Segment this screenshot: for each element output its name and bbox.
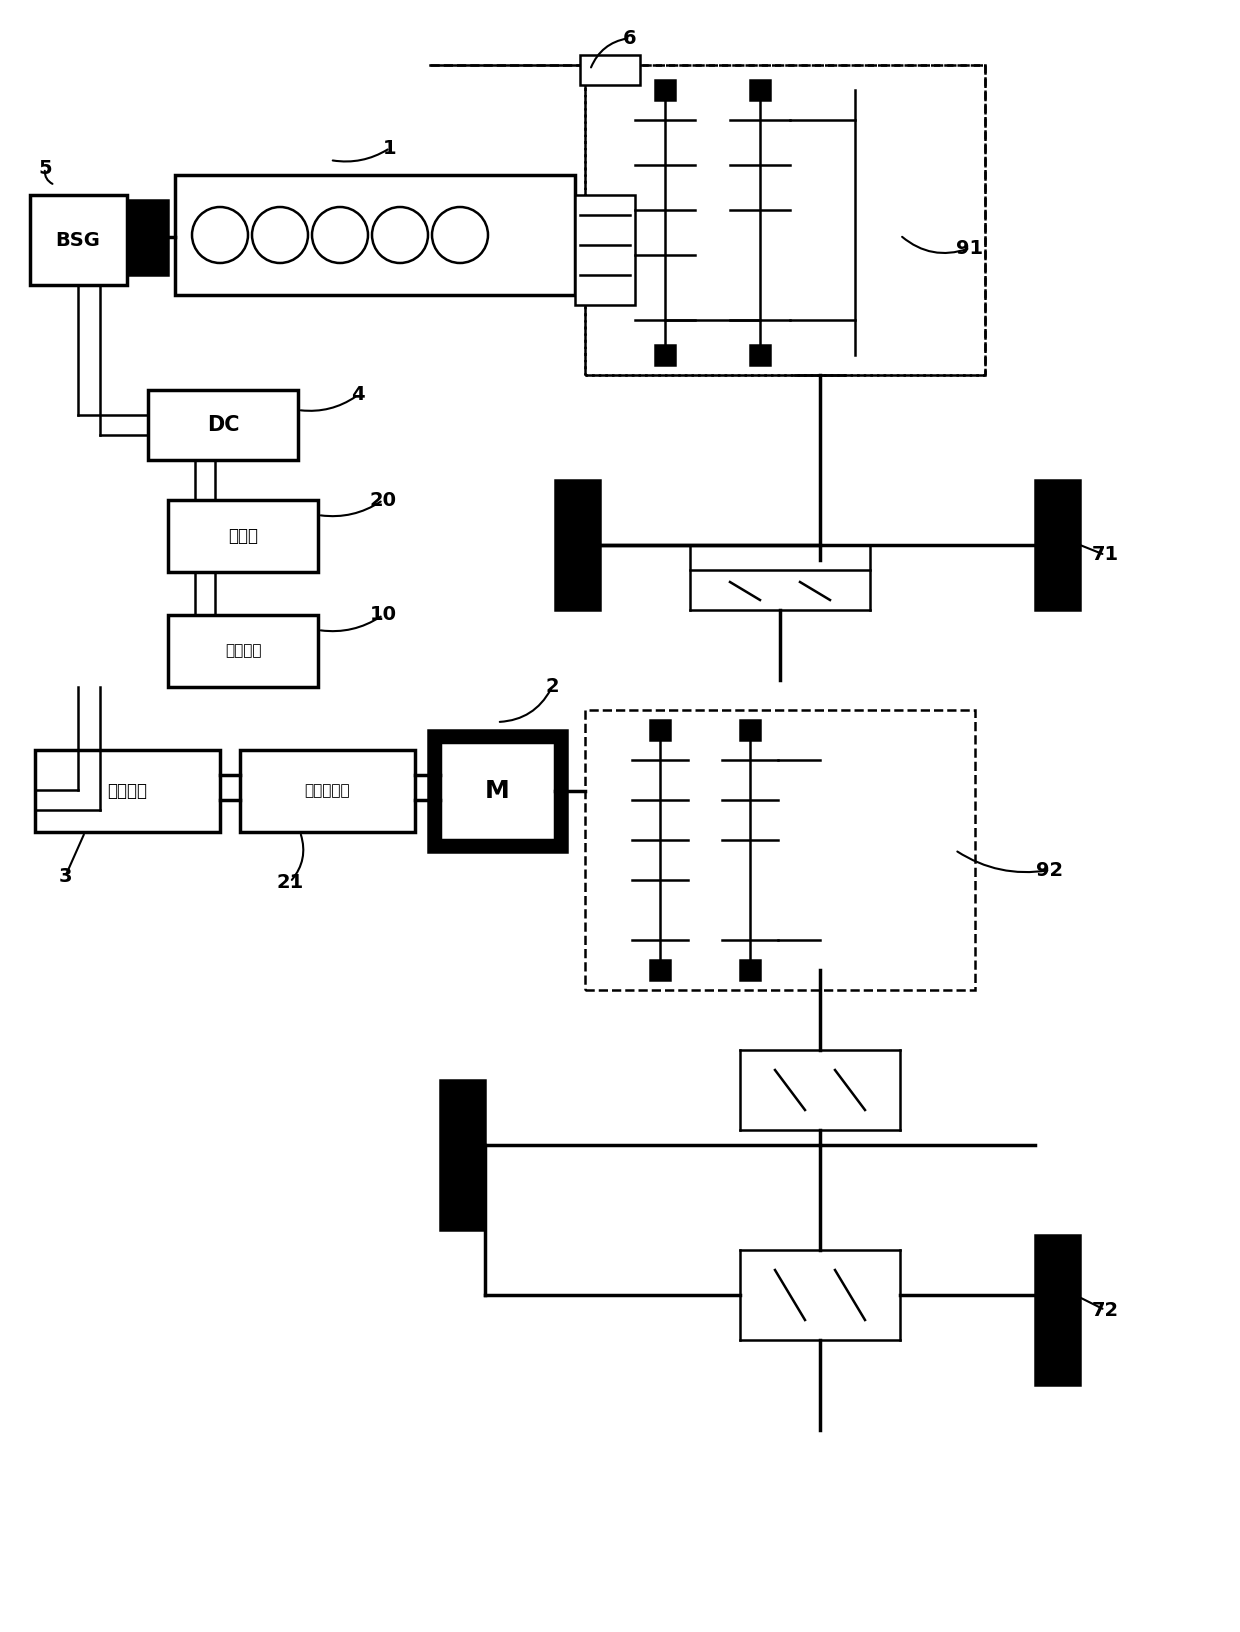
Bar — [30, 194, 126, 286]
Text: 1: 1 — [383, 139, 397, 158]
Bar — [650, 960, 670, 979]
Text: 5: 5 — [38, 158, 52, 178]
Bar — [440, 1080, 485, 1231]
Bar — [655, 80, 675, 100]
Text: 3: 3 — [58, 868, 72, 886]
Bar — [556, 480, 600, 610]
Bar — [428, 730, 567, 852]
Text: 2: 2 — [546, 677, 559, 697]
Circle shape — [192, 207, 248, 263]
Bar — [585, 710, 975, 991]
Bar — [148, 390, 298, 460]
Bar — [750, 344, 770, 366]
Circle shape — [372, 207, 428, 263]
Text: 92: 92 — [1037, 860, 1064, 880]
Text: 4: 4 — [351, 385, 365, 405]
Bar — [175, 175, 575, 295]
Text: 蓄电池: 蓄电池 — [228, 527, 258, 545]
Bar — [167, 499, 317, 571]
Bar — [740, 960, 760, 979]
Bar — [575, 194, 635, 305]
Circle shape — [312, 207, 368, 263]
Bar — [128, 201, 167, 276]
Bar — [241, 751, 415, 832]
Text: 第二控制器: 第二控制器 — [304, 783, 350, 798]
Text: 6: 6 — [624, 28, 637, 47]
Bar — [1035, 480, 1080, 610]
Bar — [650, 720, 670, 739]
Bar — [740, 720, 760, 739]
Text: 71: 71 — [1091, 545, 1118, 565]
Text: 91: 91 — [956, 238, 983, 258]
Text: 72: 72 — [1091, 1301, 1118, 1320]
Text: 低压电器: 低压电器 — [224, 643, 262, 658]
Text: 动力电池: 动力电池 — [107, 782, 148, 800]
Text: DC: DC — [207, 415, 239, 436]
Bar — [750, 80, 770, 100]
Text: 10: 10 — [370, 605, 397, 625]
Bar — [35, 751, 219, 832]
Circle shape — [252, 207, 308, 263]
Bar — [167, 615, 317, 687]
Bar — [580, 55, 640, 85]
Circle shape — [432, 207, 489, 263]
Bar — [655, 344, 675, 366]
Text: 20: 20 — [370, 491, 397, 509]
Text: M: M — [485, 778, 510, 803]
Text: 21: 21 — [277, 873, 304, 891]
Bar — [440, 743, 556, 840]
Text: BSG: BSG — [56, 230, 100, 250]
Bar — [585, 65, 985, 375]
Bar — [1035, 1235, 1080, 1386]
